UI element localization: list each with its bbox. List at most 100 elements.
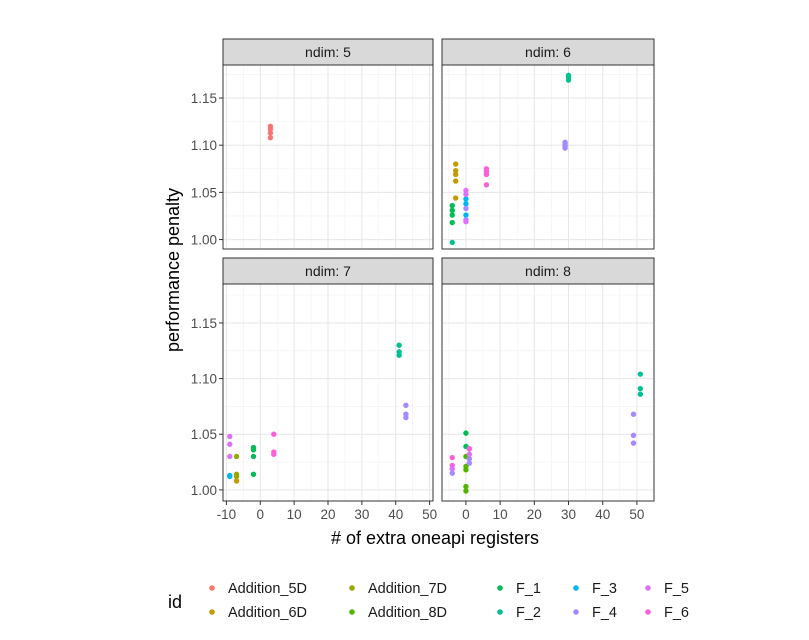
data-point	[403, 402, 409, 408]
facet-strip-label: ndim: 5	[305, 44, 351, 60]
data-point	[463, 187, 469, 194]
data-point	[562, 145, 568, 151]
legend-label: Addition_6D	[228, 605, 307, 621]
facet-strip	[441, 38, 655, 66]
data-point	[250, 447, 257, 453]
data-point	[630, 411, 637, 417]
data-point	[449, 239, 455, 246]
facet-strip-label: ndim: 7	[305, 263, 351, 279]
facet-strip	[441, 257, 655, 285]
x-tick-label: -10	[217, 507, 237, 522]
legend: Addition_5D Addition_6D Addition_7D Additio…	[209, 581, 689, 621]
legend-item: F_3	[573, 581, 617, 597]
data-point	[565, 77, 572, 83]
data-point	[449, 219, 455, 226]
data-point	[637, 371, 644, 377]
data-point	[452, 178, 459, 184]
facet-panel-ndim-6: ndim: 6	[441, 38, 655, 250]
y-tick-label: 1.10	[191, 372, 217, 387]
legend-key-marker	[645, 609, 651, 615]
legend-key-marker	[497, 609, 503, 615]
x-tick-label: 20	[527, 507, 542, 522]
x-tick-label: 0	[257, 507, 265, 522]
data-point	[463, 196, 469, 202]
legend-item: F_1	[497, 581, 541, 597]
data-point	[233, 478, 240, 484]
data-point	[396, 342, 402, 348]
data-point	[463, 483, 469, 490]
gridlines	[442, 65, 654, 249]
facet-strip-label: ndim: 8	[525, 263, 571, 279]
y-tick-label: 1.15	[191, 316, 217, 331]
data-point	[267, 130, 274, 136]
data-point	[463, 467, 469, 473]
y-tick-label: 1.05	[191, 185, 217, 200]
legend-label: F_2	[516, 605, 541, 621]
legend-item: F_5	[645, 581, 689, 597]
data-point	[452, 161, 459, 167]
data-point	[403, 414, 409, 421]
x-tick-label: 30	[354, 507, 369, 522]
data-point	[466, 460, 473, 466]
x-tick-label: 20	[320, 507, 335, 522]
x-tick-label: 50	[629, 507, 644, 522]
legend-key-marker	[349, 585, 355, 591]
data-point	[463, 212, 469, 218]
data-point	[449, 207, 455, 214]
legend-title: id	[168, 592, 182, 612]
data-point	[250, 471, 257, 477]
panel-background	[442, 284, 654, 501]
data-point	[630, 432, 637, 439]
legend-label: Addition_8D	[368, 605, 447, 621]
legend-item: Addition_8D	[349, 605, 447, 621]
data-point	[630, 440, 637, 446]
y-tick-label: 1.05	[191, 427, 217, 442]
legend-key-marker	[209, 585, 215, 591]
legend-key-marker	[497, 585, 503, 591]
x-axis-title: # of extra oneapi registers	[331, 528, 539, 548]
facet-panel-ndim-8: ndim: 8 0 10 20 30 40 50	[441, 257, 655, 522]
data-point	[233, 473, 240, 480]
data-point	[637, 391, 644, 397]
legend-key-marker	[573, 609, 579, 615]
data-point	[463, 430, 469, 436]
data-point	[449, 454, 455, 461]
facet-panels: ndim: 5 1.00 1.05 1.10 1.15 ndim: 6 ndim: 7 1.0…	[191, 38, 655, 522]
data-point	[463, 488, 469, 494]
legend-key-marker	[209, 609, 215, 615]
legend-label: Addition_5D	[228, 581, 307, 597]
legend-item: Addition_5D	[209, 581, 307, 597]
data-point	[463, 201, 469, 207]
data-point	[449, 466, 455, 472]
data-point	[466, 445, 473, 452]
x-tick-label: 40	[595, 507, 610, 522]
y-axis-title: performance penalty	[163, 188, 183, 352]
legend-key-marker	[645, 585, 651, 591]
x-tick-label: 10	[287, 507, 302, 522]
x-tick-label: 30	[561, 507, 576, 522]
data-point	[463, 218, 469, 225]
data-point	[449, 470, 455, 476]
legend-item: F_2	[497, 605, 541, 621]
gridlines	[223, 65, 433, 249]
legend-label: F_1	[516, 581, 541, 597]
legend-label: F_3	[592, 581, 617, 597]
data-point	[227, 473, 233, 480]
facet-panel-ndim-5: ndim: 5 1.00 1.05 1.10 1.15	[191, 38, 434, 250]
data-point	[463, 205, 469, 212]
data-point	[466, 456, 473, 462]
legend-label: F_5	[664, 581, 689, 597]
panel-background	[442, 65, 654, 249]
data-point	[267, 134, 274, 141]
data-point	[250, 453, 257, 460]
data-point	[463, 191, 469, 197]
y-tick-label: 1.15	[191, 91, 217, 106]
data-point	[271, 431, 277, 437]
data-point	[271, 451, 277, 457]
data-point	[227, 453, 233, 460]
x-tick-label: 10	[493, 507, 508, 522]
legend-item: F_6	[645, 605, 689, 621]
y-tick-label: 1.10	[191, 138, 217, 153]
data-point	[227, 441, 233, 447]
panel-border	[441, 64, 655, 250]
